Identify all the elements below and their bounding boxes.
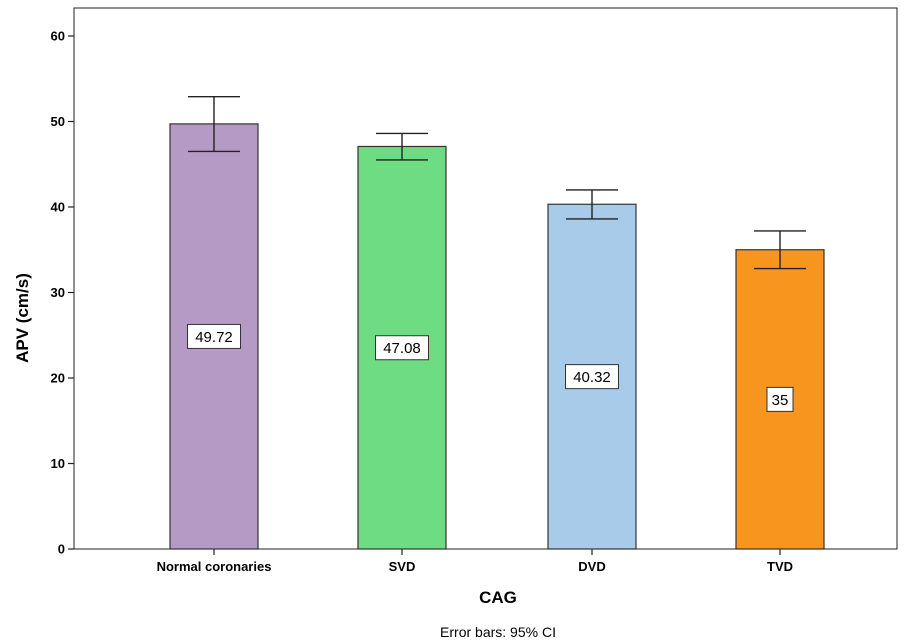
data-label-box-3	[766, 386, 794, 412]
y-tick-label: 30	[51, 285, 65, 300]
y-tick-label: 50	[51, 114, 65, 129]
x-tick-label: TVD	[767, 559, 793, 574]
data-label-1: 47.08	[383, 340, 421, 357]
data-label-box-0	[187, 323, 241, 349]
data-label-3: 35	[772, 392, 789, 409]
data-label-box-1	[375, 335, 429, 361]
bars	[169, 123, 825, 550]
x-tick-label: Normal coronaries	[157, 559, 272, 574]
plot-frame	[73, 7, 898, 550]
y-tick-label: 0	[58, 542, 65, 557]
x-axis-title: CAG	[479, 588, 517, 607]
y-tick-label: 40	[51, 200, 65, 215]
error-bars	[188, 96, 806, 270]
data-label-0: 49.72	[195, 329, 233, 346]
data-labels: 49.72 47.08 40.32 35	[187, 323, 794, 412]
x-tick-label: SVD	[389, 559, 416, 574]
x-tick-label: DVD	[578, 559, 605, 574]
y-tick-label: 10	[51, 456, 65, 471]
axes: 0 10 20 30 40 50 60 Normal coronaries SVD DVD TVD	[51, 7, 898, 574]
error-bars-note: Error bars: 95% CI	[440, 624, 556, 640]
y-tick-label: 20	[51, 371, 65, 386]
y-axis-title: APV (cm/s)	[13, 273, 32, 363]
data-label-box-2	[565, 364, 619, 390]
data-label-2: 40.32	[573, 369, 611, 386]
y-tick-label: 60	[51, 29, 65, 44]
